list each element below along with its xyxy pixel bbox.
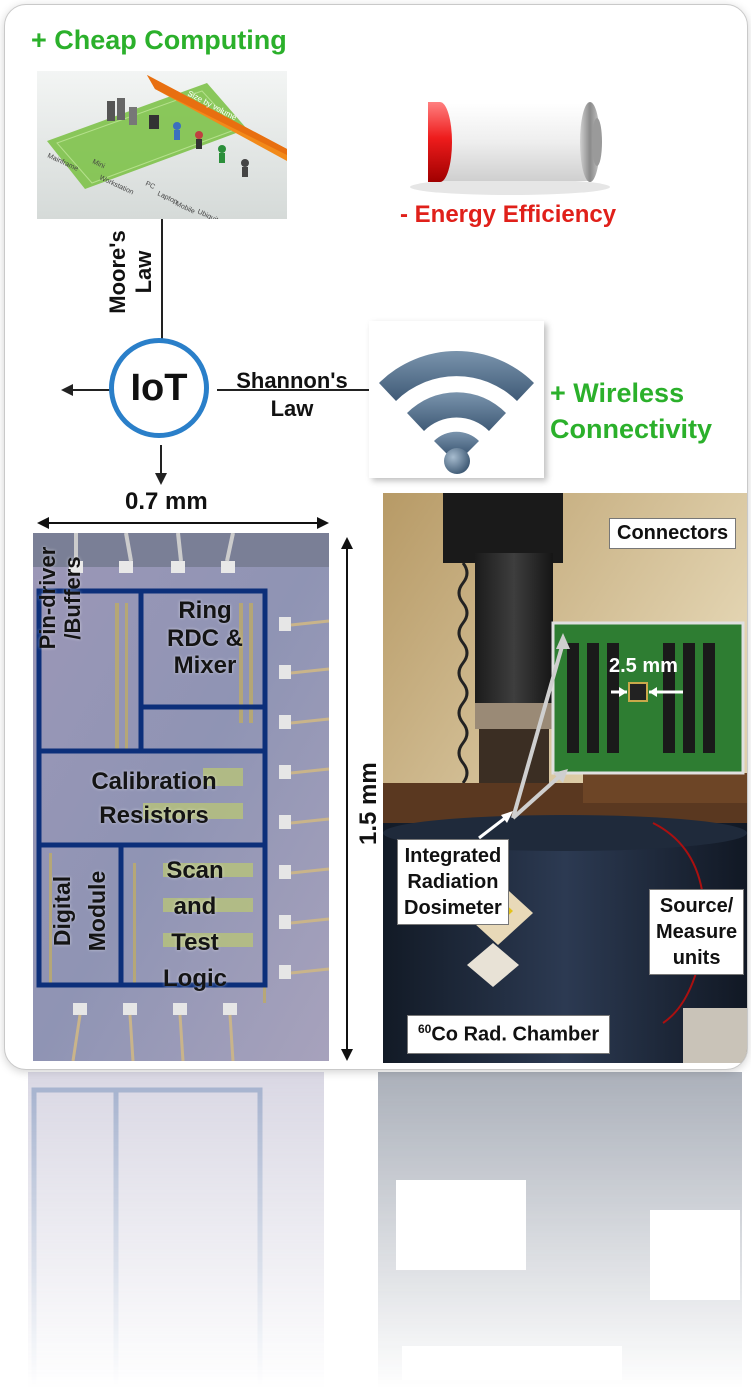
- ring-line2: RDC &: [167, 624, 243, 652]
- dosimeter-label: Integrated Radiation Dosimeter: [397, 839, 509, 925]
- chip-width-label: 0.7 mm: [125, 488, 208, 515]
- moores-law-line2: Law: [131, 250, 156, 294]
- chip-block-calibration: Calibration Resistors: [41, 765, 267, 832]
- chamber-label: 60Co Rad. Chamber: [407, 1015, 611, 1054]
- wireless-connectivity-label: + Wireless Connectivity: [550, 375, 712, 447]
- connectors-label: Connectors: [609, 518, 737, 549]
- scan-line4: Logic: [163, 965, 227, 992]
- digital-line2: Module: [83, 870, 110, 952]
- figure-card: + Cheap Computing Size by volume Mainfra…: [4, 4, 748, 1070]
- moores-law-line1: Moore's: [105, 230, 130, 314]
- scan-line2: and: [173, 893, 217, 920]
- scan-line3: Test: [171, 929, 219, 956]
- source-line3: units: [672, 947, 721, 969]
- chip-height-arrow: [341, 537, 353, 1061]
- chip-micrograph: Pin-driver /Buffers Ring RDC & Mixer Cal…: [33, 533, 329, 1061]
- cheap-computing-label: + Cheap Computing: [31, 25, 287, 55]
- chip-width-arrow: [37, 517, 329, 529]
- figure-reflection: [4, 1072, 746, 1390]
- source-measure-label: Source/ Measure units: [649, 889, 745, 975]
- dosimeter-line2: Radiation: [407, 871, 499, 893]
- chip-block-ring-rdc: Ring RDC & Mixer: [145, 597, 265, 680]
- moores-law-label: Moore's Law: [105, 217, 157, 327]
- chip-height-label: 1.5 mm: [355, 762, 382, 845]
- calibration-line1: Calibration: [91, 768, 217, 795]
- iot-label: IoT: [130, 366, 188, 409]
- chip-block-pin-driver: Pin-driver /Buffers: [35, 546, 86, 650]
- board-dimension-label: 2.5 mm: [609, 655, 678, 677]
- dosimeter-line1: Integrated: [404, 845, 502, 867]
- energy-efficiency-label: - Energy Efficiency: [400, 201, 617, 228]
- chamber-isotope-sup: 60: [418, 1022, 432, 1036]
- wireless-line1: + Wireless: [550, 378, 685, 408]
- shannons-law-label: Shannon's Law: [217, 367, 367, 423]
- computing-classes-image: Size by volume Mainframe Mini Workstatio…: [37, 71, 287, 229]
- wireless-line2: Connectivity: [550, 414, 713, 444]
- class-label-mini: Mini: [91, 158, 106, 170]
- moores-connector: [161, 219, 163, 343]
- chip-die-image: [33, 533, 329, 1061]
- shannons-law-line2: Law: [270, 396, 314, 421]
- chip-block-scan: Scan and Test Logic: [125, 853, 265, 997]
- digital-line1: Digital: [49, 875, 75, 947]
- class-label-pc: PC: [144, 180, 156, 190]
- battery-icon: [400, 91, 620, 201]
- iot-arrows: [61, 384, 385, 485]
- radiation-chamber-image: [383, 493, 747, 1063]
- calibration-line2: Resistors: [99, 801, 209, 829]
- chip-block-digital: Digital Module: [45, 851, 114, 971]
- bells-law-graphic: Size by volume Mainframe Mini Workstatio…: [37, 71, 287, 229]
- source-line1: Source/: [659, 895, 734, 917]
- iot-circle: IoT: [109, 338, 209, 438]
- test-setup-photo: Connectors 2.5 mm Integrated Radiation D…: [383, 493, 747, 1063]
- wifi-panel: [369, 321, 544, 478]
- scan-line1: Scan: [166, 857, 224, 884]
- shannons-law-line1: Shannon's: [236, 368, 348, 393]
- chamber-text: Co Rad. Chamber: [431, 1023, 600, 1046]
- source-line2: Measure: [656, 921, 738, 943]
- ring-line1: Ring: [178, 597, 232, 624]
- reflection-image: [28, 1072, 742, 1390]
- dosimeter-line3: Dosimeter: [404, 897, 502, 919]
- wifi-icon: [379, 351, 534, 474]
- ring-line3: Mixer: [173, 652, 237, 680]
